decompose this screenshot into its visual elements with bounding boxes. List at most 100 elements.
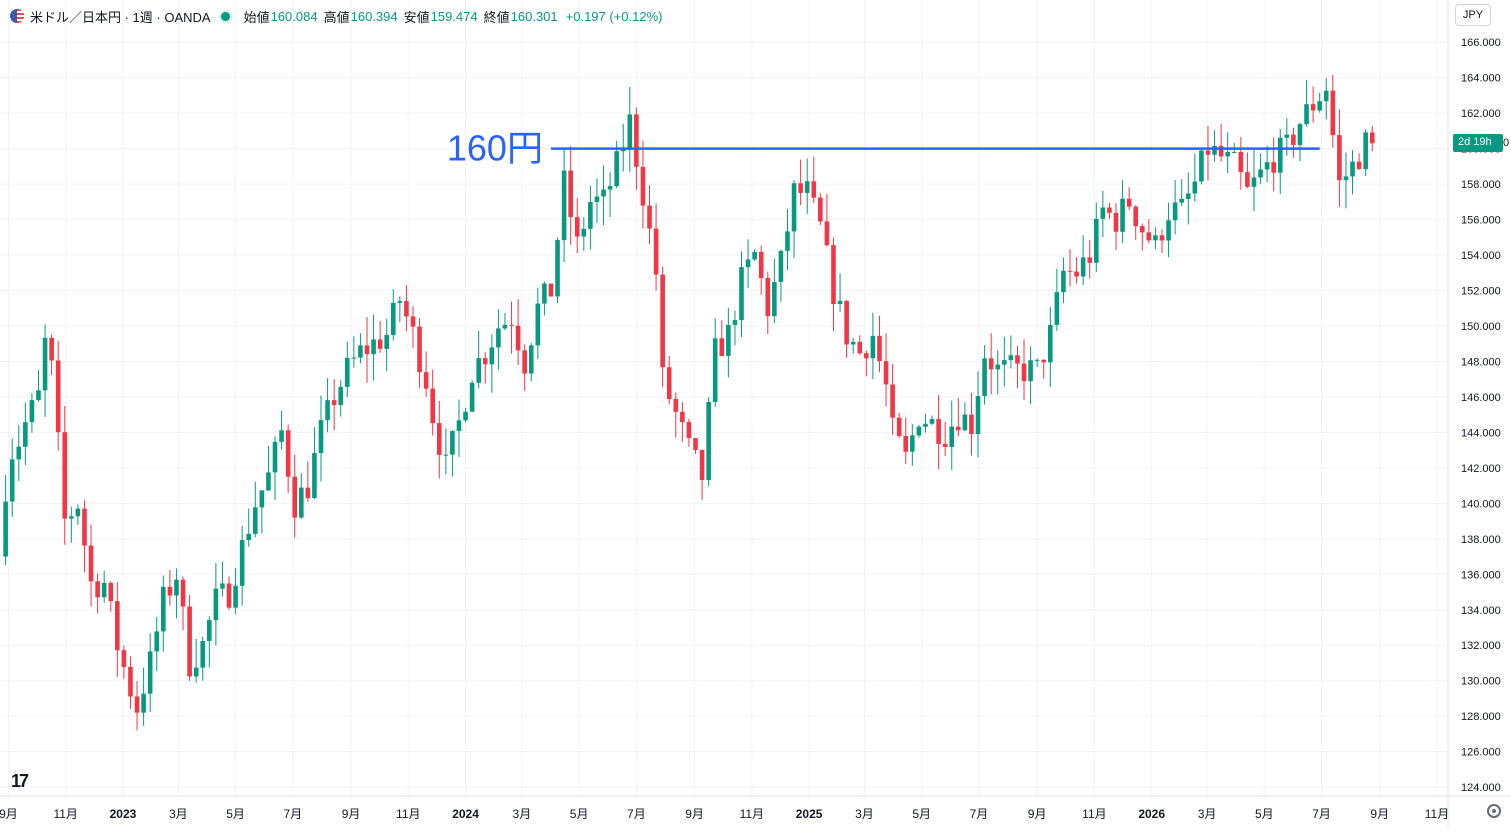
candle-body	[1212, 145, 1217, 155]
y-tick-label: 166.000	[1461, 37, 1501, 49]
candle-body	[1093, 218, 1099, 263]
candle-body	[1330, 90, 1336, 136]
candle-body	[371, 339, 376, 355]
x-tick-label: 9月	[685, 807, 704, 821]
x-tick-label: 9月	[1028, 807, 1047, 821]
candle-body	[561, 170, 567, 241]
candle-body	[1225, 151, 1230, 157]
candle-body	[1139, 226, 1145, 233]
candle-body	[423, 372, 429, 389]
candle-body	[916, 426, 922, 436]
candle-body	[220, 583, 225, 589]
candle-body	[1146, 232, 1152, 241]
x-tick-label: 11月	[53, 807, 77, 821]
x-tick-label: 9月	[342, 807, 361, 821]
candle-body	[1061, 270, 1066, 293]
gear-icon[interactable]	[1487, 804, 1501, 818]
candle-body	[1323, 90, 1329, 102]
candle-body	[568, 170, 573, 218]
x-tick-label: 11月	[396, 807, 420, 821]
candle-body	[1343, 176, 1349, 181]
candle-body	[1179, 198, 1185, 203]
candle-body	[811, 181, 817, 198]
candle-body	[581, 228, 587, 237]
candle-body	[128, 666, 133, 697]
candle-body	[384, 334, 390, 349]
candle-body	[1317, 101, 1322, 111]
candle-body	[1107, 207, 1112, 213]
candle-body	[141, 693, 146, 713]
candle-body	[1153, 235, 1158, 241]
x-tick-label: 9月	[0, 807, 18, 821]
y-tick-label: 124.000	[1461, 782, 1501, 794]
y-tick-label: 142.000	[1461, 463, 1501, 475]
candle-body	[752, 251, 757, 260]
candle-body	[804, 181, 810, 193]
candle-body	[1113, 212, 1119, 232]
y-tick-label: 144.000	[1461, 427, 1501, 439]
countdown-tail: 0	[1503, 137, 1510, 149]
candle-body	[450, 431, 455, 455]
candle-body	[246, 533, 252, 540]
x-tick-label: 2024	[452, 807, 479, 821]
close-value: 160.301	[510, 8, 558, 24]
candle-body	[765, 278, 771, 317]
high-label: 高値	[323, 9, 350, 25]
candle-body	[1021, 363, 1027, 382]
candle-body	[55, 360, 61, 433]
symbol-title[interactable]: 米ドル／日本円 · 1週 · OANDA	[30, 9, 211, 25]
candle-body	[1337, 135, 1342, 181]
candle-body	[719, 338, 725, 356]
candle-body	[377, 339, 383, 349]
candle-body	[680, 411, 685, 423]
tradingview-logo-icon[interactable]: 17	[11, 771, 29, 791]
candle-body	[318, 420, 324, 454]
candle-body	[1369, 132, 1375, 144]
candle-body	[305, 487, 311, 499]
candle-body	[1284, 134, 1290, 138]
candle-body	[476, 358, 481, 383]
candle-body	[1291, 134, 1296, 145]
x-tick-label: 5月	[226, 807, 245, 821]
x-tick-label: 5月	[1255, 807, 1274, 821]
candle-body	[292, 476, 298, 518]
candle-body	[660, 274, 665, 368]
candle-body	[259, 490, 265, 508]
candle-body	[745, 259, 751, 268]
candle-body	[706, 401, 711, 481]
y-tick-label: 140.000	[1461, 498, 1501, 510]
candle-body	[101, 582, 107, 598]
x-tick-label: 2023	[110, 807, 137, 821]
candle-body	[312, 453, 317, 499]
candle-body	[910, 435, 915, 452]
candle-body	[620, 149, 626, 152]
candle-body	[1041, 359, 1047, 363]
candle-body	[1067, 270, 1073, 272]
currency-button[interactable]: JPY	[1455, 4, 1491, 26]
candle-body	[923, 423, 928, 427]
candle-body	[903, 436, 909, 452]
candle-body	[929, 419, 935, 424]
candle-body	[693, 438, 698, 450]
candle-body	[772, 281, 777, 317]
candle-body	[824, 221, 830, 246]
candle-body	[436, 423, 442, 455]
x-tick-label: 7月	[627, 807, 646, 821]
candle-body	[88, 545, 94, 582]
candle-body	[410, 316, 416, 327]
candle-body	[1028, 360, 1033, 382]
candle-body	[785, 231, 790, 251]
candle-body	[1047, 324, 1053, 363]
candle-body	[640, 166, 646, 206]
candle-body	[627, 114, 633, 150]
candle-body	[404, 301, 409, 317]
candle-body	[226, 583, 232, 608]
x-tick-label: 3月	[855, 807, 874, 821]
candle-body	[699, 449, 705, 481]
candle-body	[95, 581, 100, 598]
candle-body	[1350, 161, 1355, 177]
y-tick-label: 164.000	[1461, 73, 1501, 85]
candle-body	[594, 196, 600, 202]
